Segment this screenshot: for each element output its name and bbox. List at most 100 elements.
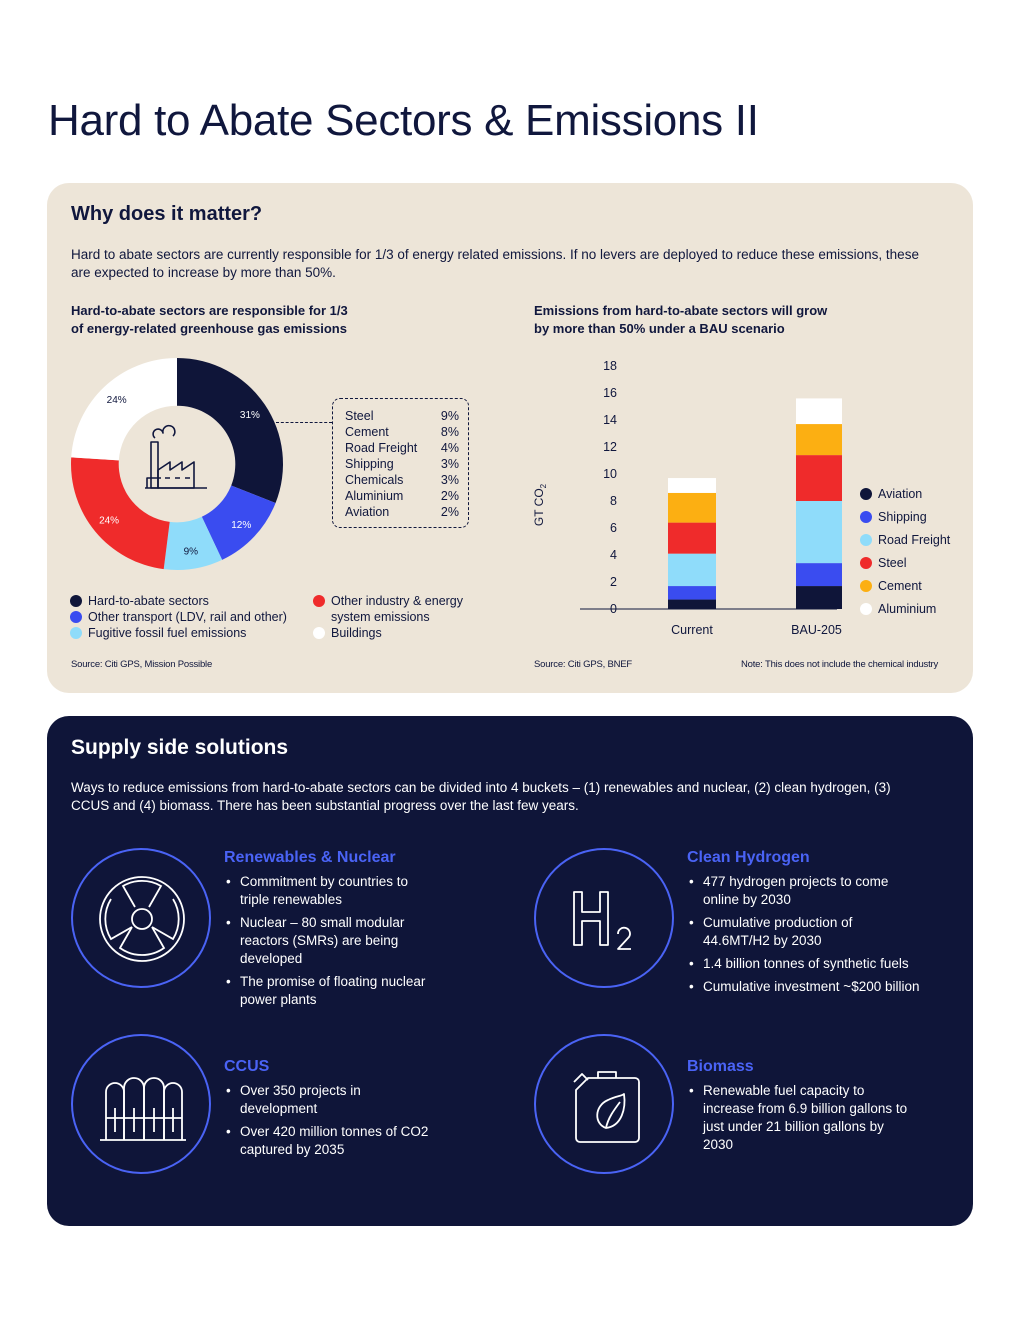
donut-slice-label: 9%	[184, 547, 199, 558]
callout-sector-name: Road Freight	[345, 441, 418, 455]
donut-chart-title-line1: Hard-to-abate sectors are responsible fo…	[71, 303, 348, 318]
legend-swatch	[313, 627, 325, 639]
callout-sector-name: Cement	[345, 425, 389, 439]
y-tick-label: 2	[610, 575, 617, 589]
y-tick-label: 12	[603, 440, 617, 454]
list-item: Commitment by countries to triple renewa…	[225, 873, 440, 909]
bar-legend: Aviation Shipping Road Freight Steel Cement A…	[860, 482, 950, 620]
legend-label: Hard-to-abate sectors	[88, 594, 209, 608]
legend-swatch	[313, 595, 325, 607]
list-item: Cumulative production of 44.6MT/H2 by 20…	[688, 914, 888, 950]
legend-swatch	[860, 602, 872, 615]
callout-sector-value: 4%	[440, 441, 459, 455]
callout-row: Chemicals 3%	[345, 472, 468, 488]
legend-label: Buildings	[331, 626, 382, 640]
y-tick-label: 16	[603, 386, 617, 400]
legend-swatch	[860, 533, 872, 546]
why-intro: Hard to abate sectors are currently resp…	[71, 247, 919, 280]
bar-legend-item: Shipping	[860, 505, 950, 528]
legend-label: Aluminium	[878, 601, 937, 616]
page-title: Hard to Abate Sectors & Emissions II	[48, 96, 759, 145]
callout-sector-value: 2%	[440, 489, 459, 503]
callout-sector-value: 2%	[440, 505, 459, 519]
hard-to-abate-breakdown: Steel 9% Cement 8% Road Freight 4% Shipping 3% C…	[332, 398, 469, 528]
list-item: Nuclear – 80 small modular reactors (SMR…	[225, 914, 440, 968]
y-tick-label: 14	[603, 413, 617, 427]
bar-segment	[796, 563, 844, 587]
solution-title-hydrogen: Clean Hydrogen	[687, 849, 810, 866]
legend-swatch	[860, 556, 872, 569]
bar-legend-item: Steel	[860, 551, 950, 574]
solution-points-biomass: Renewable fuel capacity to increase from…	[688, 1082, 913, 1159]
solution-title-ccus: CCUS	[224, 1058, 270, 1075]
bar-segment	[668, 522, 716, 554]
bar-segment	[668, 492, 716, 523]
solution-title-renewables: Renewables & Nuclear	[224, 849, 396, 866]
supply-intro: Ways to reduce emissions from hard-to-ab…	[71, 780, 891, 813]
list-item: Over 350 projects in development	[225, 1082, 395, 1118]
legend-swatch	[860, 510, 872, 523]
bar-segment	[668, 586, 716, 600]
why-heading: Why does it matter?	[71, 203, 263, 225]
list-item: The promise of floating nuclear power pl…	[225, 973, 440, 1009]
bar-segment	[796, 586, 844, 609]
donut-legend-col1: Hard-to-abate sectors Other transport (L…	[70, 593, 287, 641]
solution-title-biomass: Biomass	[687, 1058, 754, 1075]
bar-chart-title: Emissions from hard-to-abate sectors wil…	[534, 302, 827, 338]
legend-item-fugitive: Fugitive fossil fuel emissions	[70, 625, 287, 641]
donut-slice	[71, 358, 177, 461]
radiation-icon	[71, 848, 211, 988]
legend-label: Shipping	[878, 509, 927, 524]
donut-chart-title: Hard-to-abate sectors are responsible fo…	[71, 302, 348, 338]
hydrogen-h2-icon	[534, 848, 674, 988]
legend-swatch	[860, 487, 872, 500]
x-tick-label: Current	[671, 623, 713, 637]
legend-label: Other transport (LDV, rail and other)	[88, 610, 287, 624]
bar-segment	[668, 553, 716, 587]
supply-heading: Supply side solutions	[71, 736, 289, 759]
bar-legend-item: Road Freight	[860, 528, 950, 551]
bar-segment	[796, 501, 844, 564]
donut-slice	[163, 516, 223, 570]
solution-points-ccus: Over 350 projects in development Over 42…	[225, 1082, 445, 1164]
list-item: 477 hydrogen projects to come online by …	[688, 873, 913, 909]
y-tick-label: 8	[610, 494, 617, 508]
list-item: Over 420 million tonnes of CO2 captured …	[225, 1123, 445, 1159]
donut-chart-svg: 31% 12% 9% 24% 24%	[70, 358, 283, 570]
y-tick-label: 18	[603, 359, 617, 373]
fuel-can-leaf-icon	[534, 1034, 674, 1174]
factory-icon	[145, 424, 207, 489]
donut-slice-label: 12%	[231, 520, 251, 531]
legend-label: Aviation	[878, 486, 923, 501]
legend-item-buildings: Buildings	[313, 625, 463, 641]
y-tick-label: 4	[610, 548, 617, 562]
callout-sector-name: Aluminium	[345, 489, 404, 503]
bar-segment	[796, 424, 844, 456]
donut-slice-label: 24%	[99, 516, 119, 527]
storage-tanks-icon	[71, 1034, 211, 1174]
why-panel: Why does it matter? Hard to abate sector…	[47, 183, 973, 693]
legend-label: Steel	[878, 555, 907, 570]
x-tick-label: BAU-2050	[791, 623, 842, 637]
legend-item-other-industry: Other industry & energy system emissions	[313, 593, 463, 625]
legend-item-other-transport: Other transport (LDV, rail and other)	[70, 609, 287, 625]
legend-label: Fugitive fossil fuel emissions	[88, 626, 247, 640]
bar-segment	[668, 478, 716, 493]
note-right: Note: This does not include the chemical…	[741, 659, 939, 670]
source-left: Source: Citi GPS, Mission Possible	[71, 659, 213, 670]
callout-row: Aviation 2%	[345, 504, 468, 520]
legend-label: Other industry & energy	[331, 594, 464, 608]
legend-label: Road Freight	[878, 532, 951, 547]
callout-row: Road Freight 4%	[345, 440, 468, 456]
donut-legend-col2: Other industry & energy system emissions …	[313, 593, 463, 641]
supply-panel: Supply side solutions Ways to reduce emi…	[47, 716, 973, 1226]
y-axis-label: GT CO2	[532, 483, 548, 526]
legend-swatch	[860, 579, 872, 592]
donut-slice-label: 31%	[240, 410, 260, 421]
y-tick-label: 6	[610, 521, 617, 535]
solution-points-renewables: Commitment by countries to triple renewa…	[225, 873, 440, 1014]
callout-sector-name: Aviation	[345, 505, 390, 519]
callout-row: Aluminium 2%	[345, 488, 468, 504]
callout-sector-name: Steel	[345, 409, 374, 423]
